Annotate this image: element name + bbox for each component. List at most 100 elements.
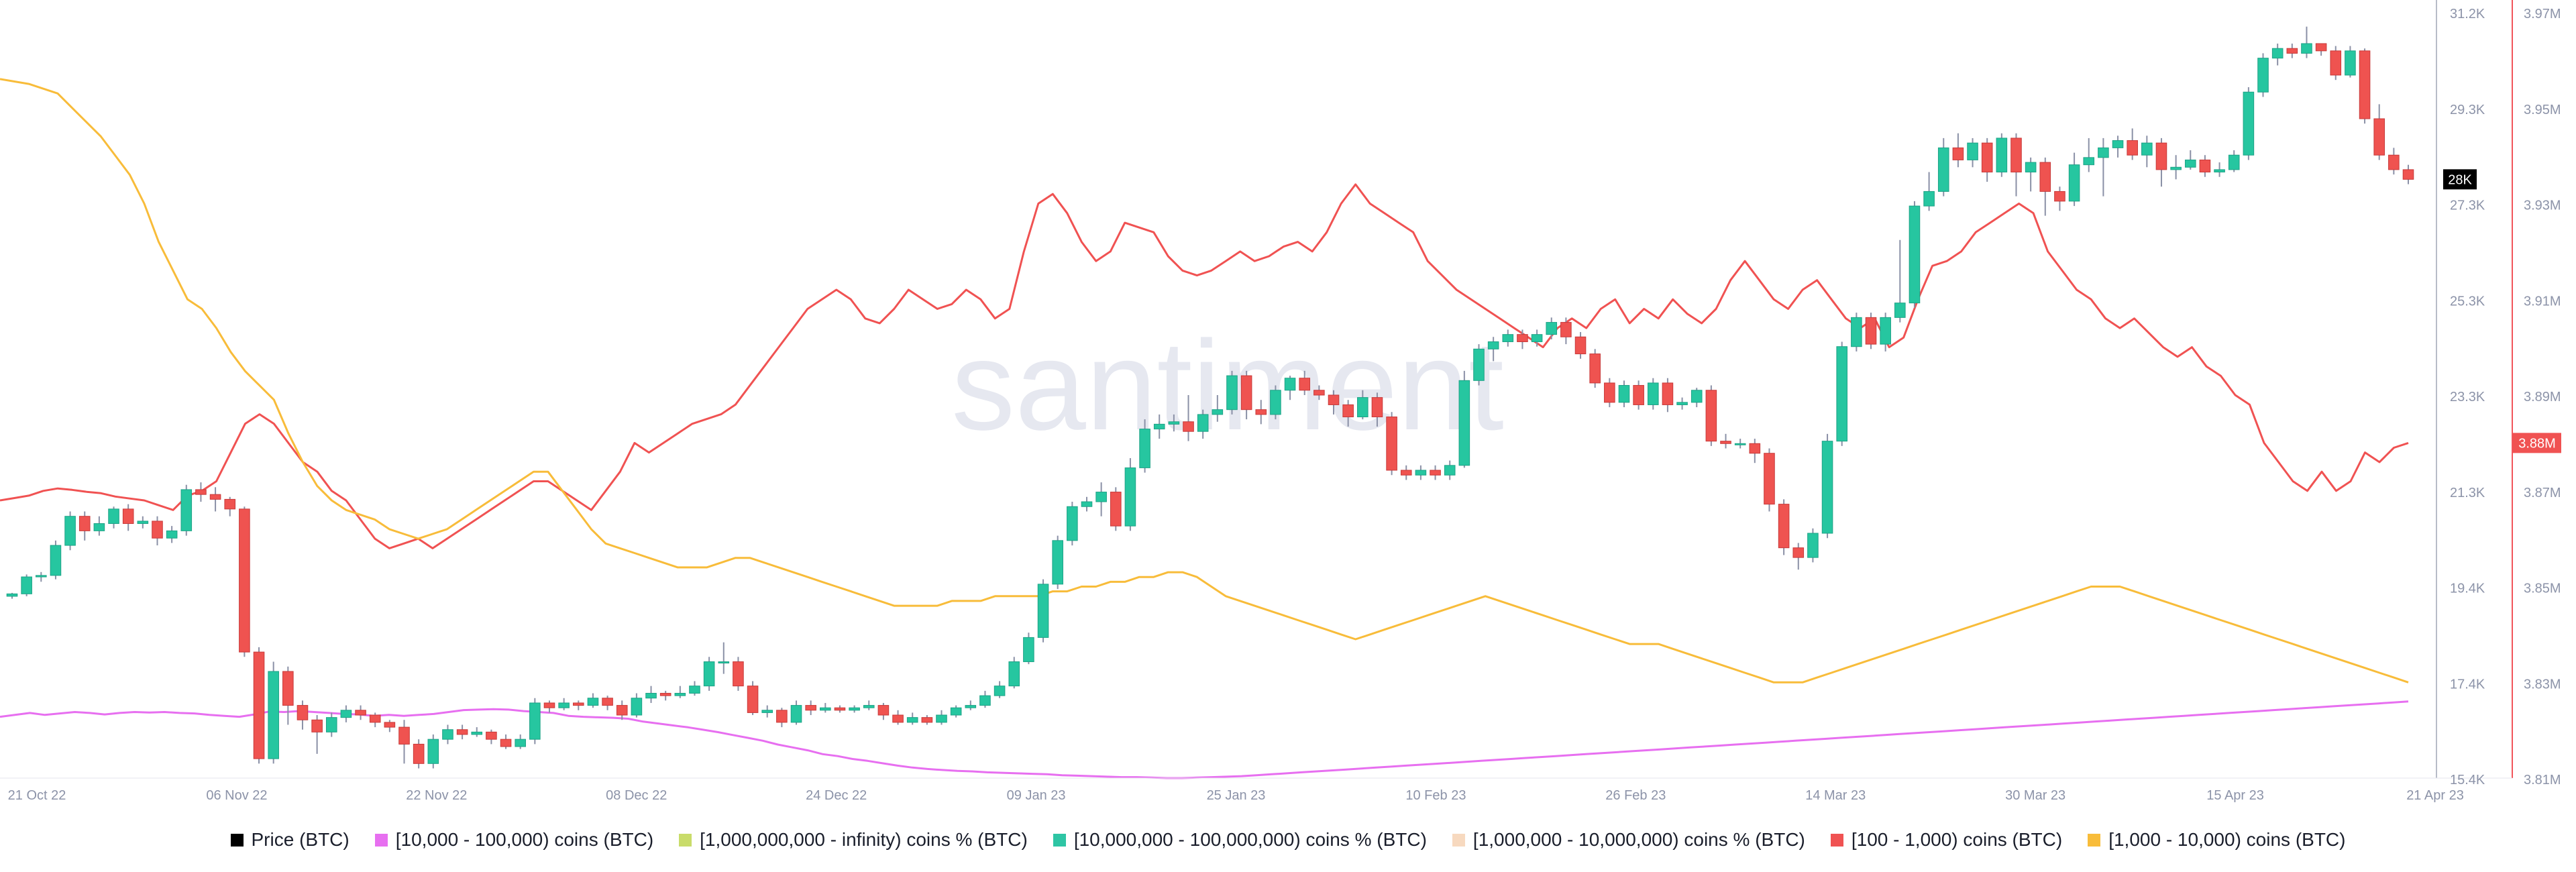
right-axis-tick: 3.91M: [2524, 294, 2561, 309]
left-axis-tick: 25.3K: [2450, 294, 2485, 309]
candle-body: [1560, 322, 1572, 337]
x-axis-tick: 09 Jan 23: [1007, 788, 1066, 803]
candle-body: [297, 705, 309, 720]
candle-body: [1139, 429, 1150, 468]
candle-body: [21, 576, 32, 594]
current-holder-box: [2513, 433, 2561, 453]
candle-body: [776, 710, 788, 723]
candle-body: [64, 516, 76, 546]
candle-body: [1937, 147, 1949, 192]
left-axis-tick: 19.4K: [2450, 582, 2485, 596]
left-axis-tick: 21.3K: [2450, 486, 2485, 500]
candle-body: [1604, 382, 1615, 403]
legend-swatch: [1053, 833, 1066, 847]
candle-body: [994, 686, 1006, 696]
candle-body: [761, 710, 773, 713]
current-holder-label: 3.88M: [2518, 436, 2556, 451]
candle-body: [1197, 414, 1209, 432]
candle-body: [659, 693, 672, 696]
candle-body: [1792, 547, 1805, 558]
candle-body: [1618, 385, 1630, 403]
candle-body: [2345, 50, 2356, 76]
candle-body: [1328, 394, 1340, 405]
left-axis-tick: 31.2K: [2450, 7, 2485, 21]
x-axis-tick: 21 Apr 23: [2406, 788, 2464, 803]
candle-body: [834, 707, 846, 711]
candle-body: [1546, 322, 1558, 335]
legend-item[interactable]: [100 - 1,000) coins (BTC): [1830, 829, 2062, 851]
right-axis-tick: 3.87M: [2524, 486, 2561, 500]
candle-body: [2155, 142, 2167, 170]
legend-item[interactable]: Price (BTC): [230, 829, 350, 851]
candle-body: [877, 705, 890, 716]
legend-item[interactable]: [10,000 - 100,000) coins (BTC): [374, 829, 653, 851]
candle-body: [515, 739, 526, 747]
candle-body: [355, 710, 366, 716]
candle-body: [325, 717, 337, 732]
candle-body: [1807, 533, 1819, 558]
candle-body: [2388, 154, 2400, 170]
candle-body: [1473, 348, 1485, 381]
candle-body: [602, 698, 613, 706]
candle-body: [1574, 336, 1587, 355]
candle-body: [122, 508, 134, 525]
candle-body: [616, 705, 628, 716]
candle-body: [1487, 341, 1499, 349]
candle-body: [2271, 48, 2284, 59]
candle-body: [1662, 382, 1674, 405]
candle-body: [1749, 443, 1761, 454]
legend-swatch: [1830, 833, 1843, 847]
series-line-1: [0, 183, 2409, 549]
candle-body: [2025, 162, 2037, 173]
legend-item[interactable]: [1,000,000,000 - infinity) coins % (BTC): [679, 829, 1028, 851]
candle-body: [805, 705, 816, 711]
candle-body: [50, 545, 62, 576]
candle-body: [1284, 378, 1296, 391]
candle-body: [631, 698, 643, 716]
candle-body: [1095, 492, 1107, 502]
legend-swatch: [1452, 833, 1465, 847]
candle-body: [2373, 118, 2385, 156]
candle-body: [2054, 190, 2065, 202]
legend-item[interactable]: [1,000 - 10,000) coins (BTC): [2088, 829, 2345, 851]
candle-body: [1923, 190, 1935, 207]
candle-body: [1299, 378, 1311, 391]
candle-body: [820, 707, 831, 711]
legend-swatch: [230, 833, 244, 847]
candle-body: [1676, 402, 1688, 405]
candle-body: [849, 707, 860, 711]
x-axis-tick: 30 Mar 23: [2005, 788, 2065, 803]
candle-body: [1415, 470, 1427, 476]
x-axis-tick: 15 Apr 23: [2206, 788, 2264, 803]
candle-body: [1110, 492, 1122, 527]
candle-body: [1342, 404, 1354, 418]
candle-body: [93, 523, 105, 531]
candle-body: [1851, 317, 1862, 347]
candle-body: [384, 722, 396, 728]
legend-item[interactable]: [1,000,000 - 10,000,000) coins % (BTC): [1452, 829, 1805, 851]
candle-body: [152, 521, 163, 539]
candle-body: [2286, 48, 2298, 54]
chart-legend: Price (BTC) [10,000 - 100,000) coins (BTC…: [0, 824, 2576, 856]
candle-body: [1270, 390, 1281, 415]
current-price-box: [2443, 169, 2477, 190]
x-axis-tick: 10 Feb 23: [1405, 788, 1466, 803]
candle-body: [1458, 380, 1470, 466]
candle-body: [1734, 443, 1746, 445]
candle-body: [936, 714, 947, 723]
candle-body: [1589, 353, 1601, 384]
candle-body: [1647, 382, 1659, 405]
candle-body: [2301, 43, 2312, 54]
candle-body: [1168, 421, 1180, 425]
candle-body: [1430, 470, 1441, 476]
candle-body: [2257, 58, 2269, 93]
candle-body: [1037, 584, 1049, 638]
candle-body: [195, 489, 207, 495]
candle-body: [689, 686, 700, 694]
candle-body: [2359, 50, 2371, 119]
candle-body: [2141, 142, 2153, 156]
candle-body: [180, 489, 193, 531]
candle-body: [137, 521, 149, 525]
candle-body: [239, 508, 250, 653]
legend-item[interactable]: [10,000,000 - 100,000,000) coins % (BTC): [1053, 829, 1427, 851]
